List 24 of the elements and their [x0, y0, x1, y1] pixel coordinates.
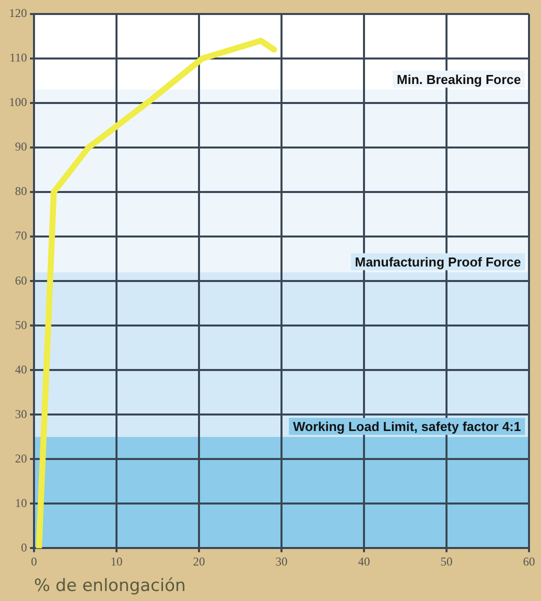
band-label: Min. Breaking Force: [396, 72, 521, 87]
y-tick-label: 20: [15, 451, 27, 466]
y-tick-label: 100: [9, 95, 27, 110]
band-label: Manufacturing Proof Force: [354, 254, 521, 270]
x-tick-label: 50: [440, 554, 452, 569]
y-tick-label: 40: [15, 362, 27, 376]
y-tick-label: 80: [15, 184, 27, 198]
x-tick-label: 0: [31, 554, 37, 569]
y-tick-label: 110: [9, 50, 27, 65]
x-tick-label: 30: [276, 554, 288, 569]
x-tick-label: 40: [358, 554, 370, 569]
y-tick-label: 90: [15, 140, 27, 154]
y-tick-label: 60: [15, 273, 27, 288]
y-tick-label: 70: [15, 228, 27, 243]
x-tick-label: 10: [110, 554, 122, 569]
x-axis-title: % de enlongación: [34, 576, 186, 596]
x-tick-label: 20: [193, 554, 205, 569]
x-tick-label: 60: [523, 554, 535, 569]
y-tick-label: 50: [15, 318, 27, 332]
y-tick-label: 10: [15, 496, 27, 510]
y-tick-label: 120: [9, 6, 27, 20]
y-tick-label: 0: [21, 540, 27, 554]
band-label: Working Load Limit, safety factor 4:1: [292, 418, 521, 434]
y-tick-label: 30: [15, 406, 27, 421]
